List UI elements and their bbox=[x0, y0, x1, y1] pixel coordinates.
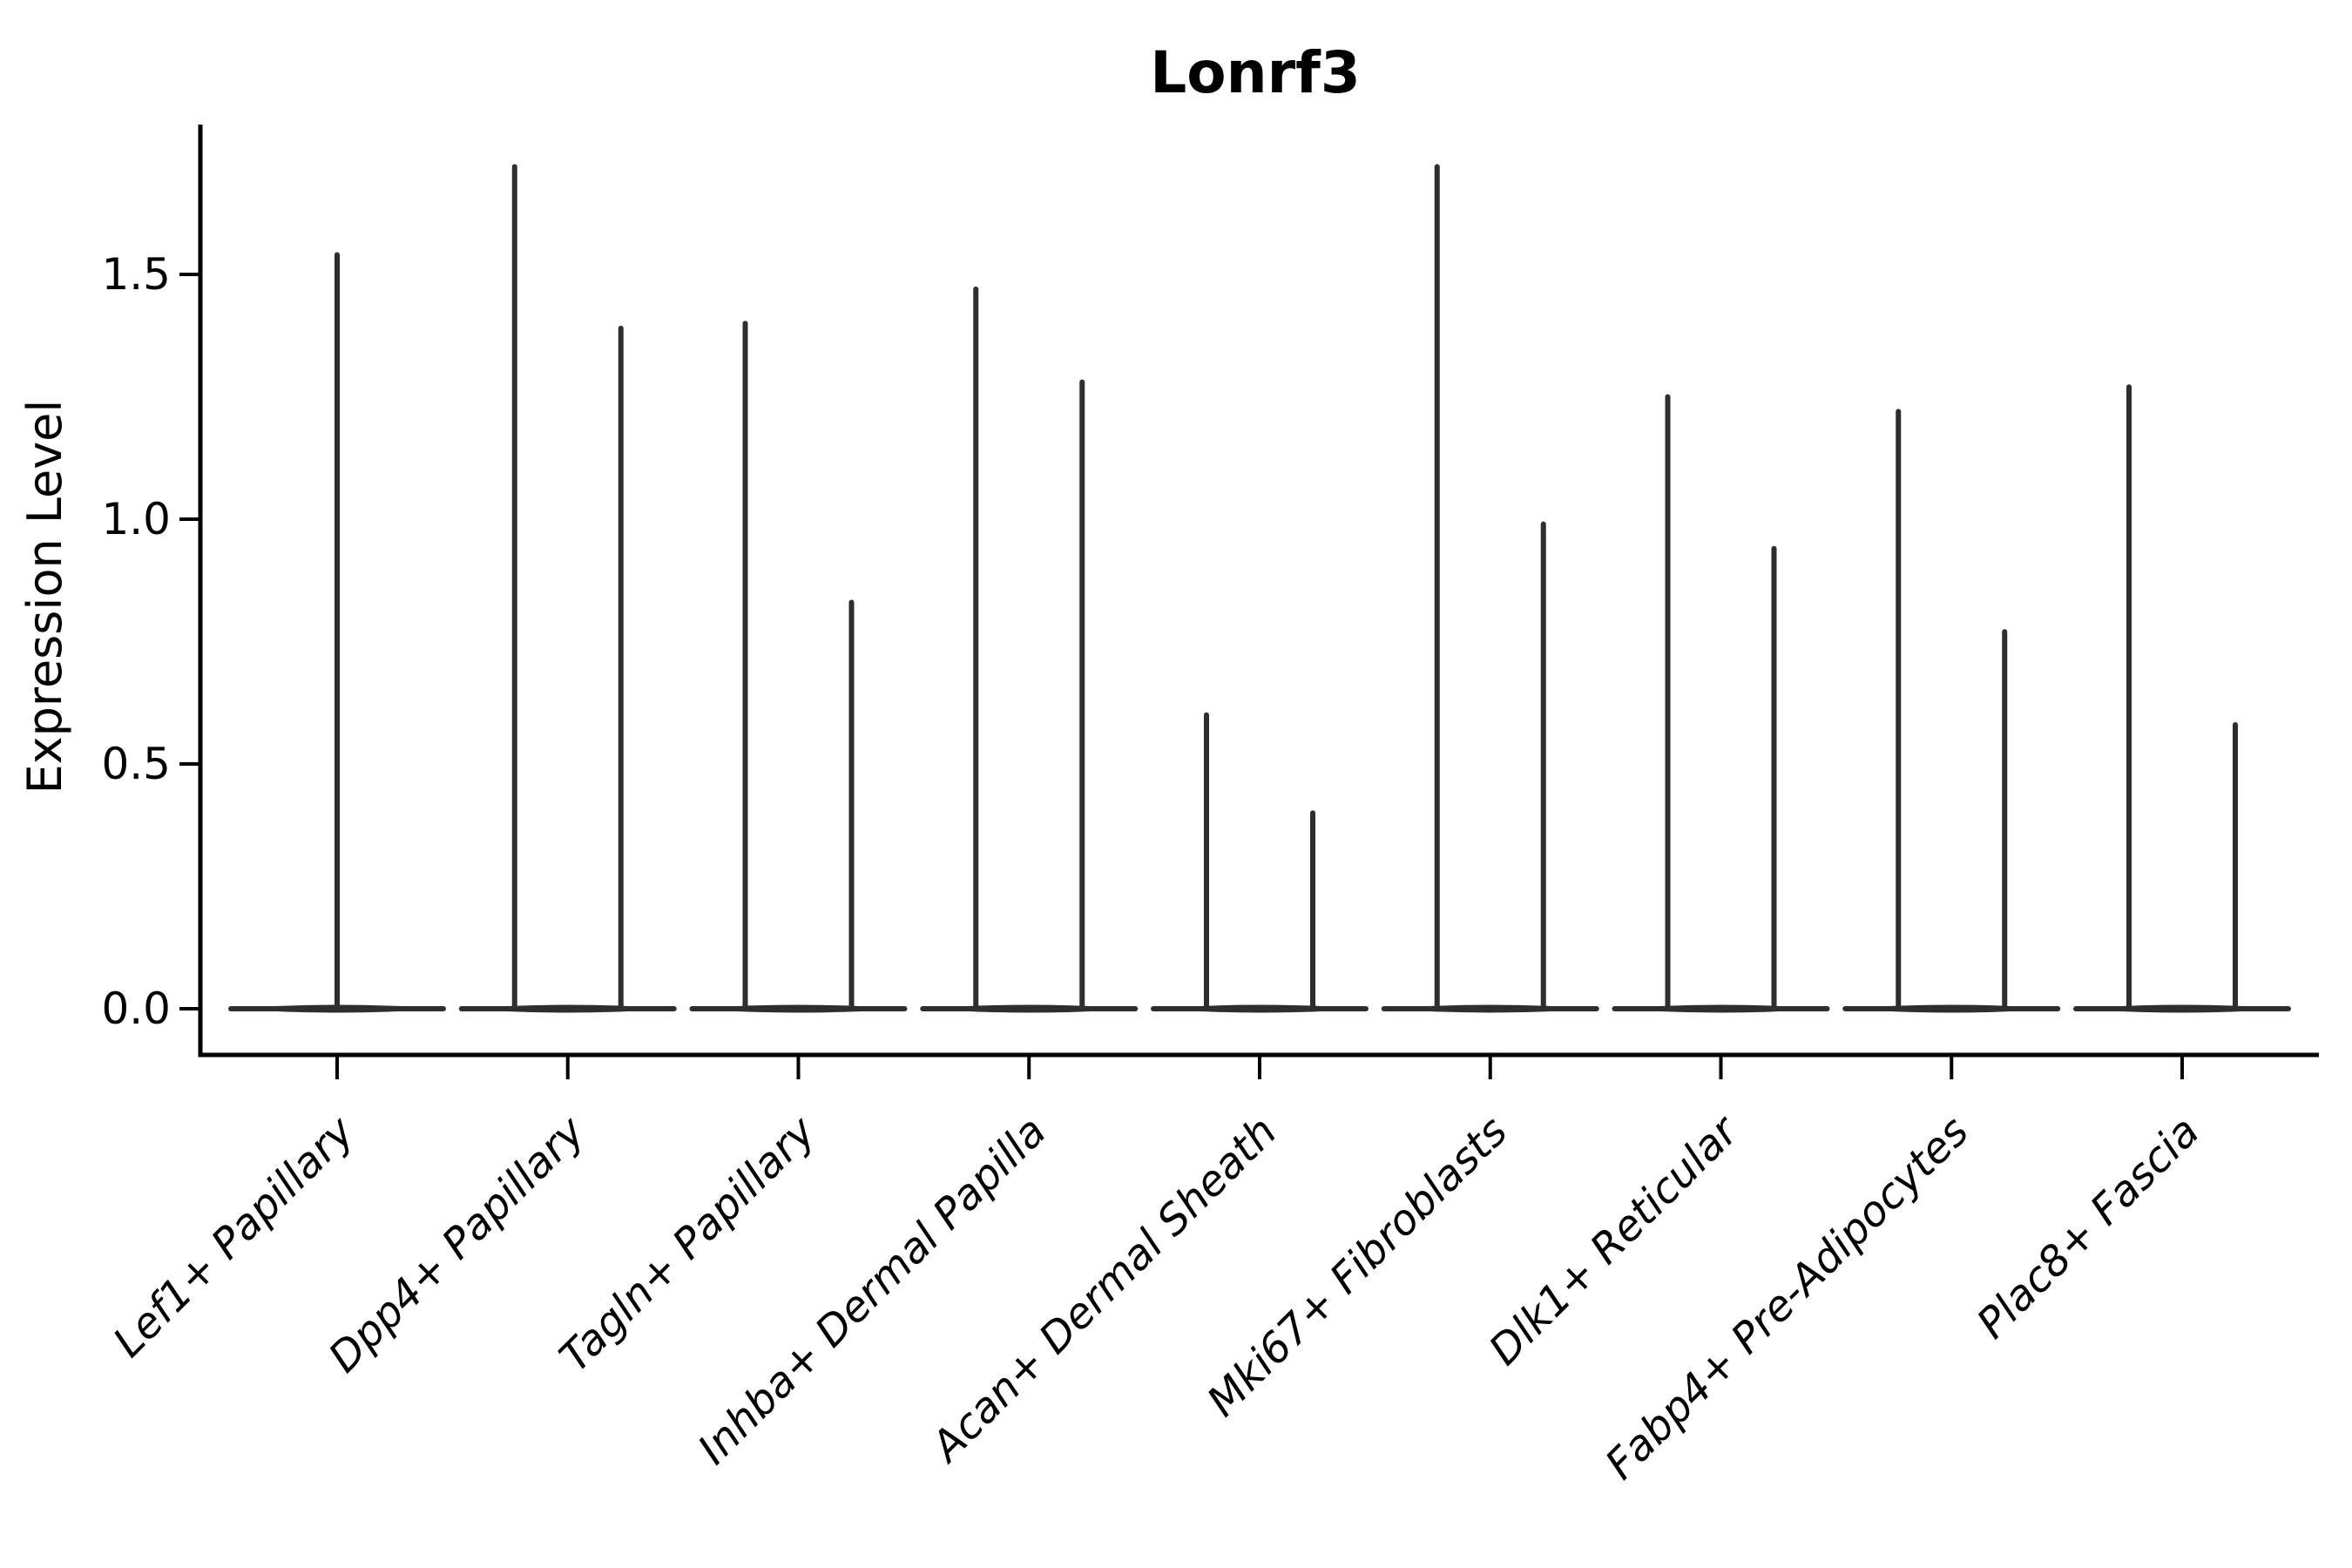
x-tick-label: Plac8+ Fascia bbox=[1968, 1107, 2209, 1348]
violin-base-bulge bbox=[692, 1004, 905, 1013]
x-tick-label: Fabp4+ Pre-Adipocytes bbox=[1596, 1107, 1978, 1490]
x-tick-label: Dlk1+ Reticular bbox=[1480, 1105, 1750, 1375]
y-axis-ticks: 0.0 0.5 1.0 1.5 bbox=[101, 249, 200, 1034]
violin-base-bulge bbox=[1614, 1004, 1828, 1013]
violin-base-bulge bbox=[1845, 1004, 2058, 1013]
violin-base-bulge bbox=[1383, 1004, 1597, 1013]
y-tick-label: 1.0 bbox=[101, 494, 171, 544]
y-tick-label: 0.5 bbox=[101, 739, 171, 789]
chart-title: Lonrf3 bbox=[1150, 39, 1361, 106]
violins bbox=[228, 164, 2291, 1013]
y-tick-label: 1.5 bbox=[101, 249, 171, 300]
x-tick-label: Tagln+ Papillary bbox=[551, 1106, 826, 1382]
y-tick-label: 0.0 bbox=[101, 983, 171, 1034]
x-tick-label: Lef1+ Papillary bbox=[104, 1106, 364, 1367]
violin-base-bulge bbox=[1153, 1004, 1366, 1013]
x-axis-ticks bbox=[335, 1056, 2184, 1079]
violin-base-bulge bbox=[2076, 1004, 2288, 1013]
violin-base-bulge bbox=[461, 1004, 674, 1013]
violin-base-bulge bbox=[923, 1004, 1136, 1013]
x-tick-label: Dpp4+ Papillary bbox=[320, 1106, 595, 1382]
y-axis-label: Expression Level bbox=[17, 400, 72, 794]
